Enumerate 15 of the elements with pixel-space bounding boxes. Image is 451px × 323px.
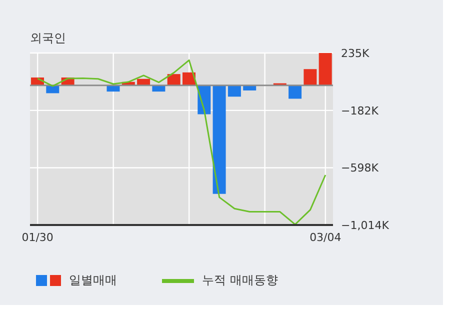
y-tick-label: −182K: [341, 104, 380, 118]
x-tick-label: 03/04: [310, 230, 342, 244]
y-tick-label: −598K: [341, 162, 380, 175]
bar: [212, 85, 226, 194]
bar: [318, 53, 332, 86]
bar: [228, 85, 241, 97]
bar: [288, 85, 302, 99]
line-series: [36, 59, 326, 225]
chart-title: 외국인: [30, 30, 66, 47]
legend-label: 누적 매매동향: [202, 272, 278, 289]
y-tick-label: −1,014K: [341, 218, 390, 232]
bar: [304, 69, 317, 86]
legend-label: 일별매매: [69, 272, 117, 289]
x-tick-label: 01/30: [22, 230, 54, 244]
y-tick-label: 235K: [341, 46, 370, 60]
